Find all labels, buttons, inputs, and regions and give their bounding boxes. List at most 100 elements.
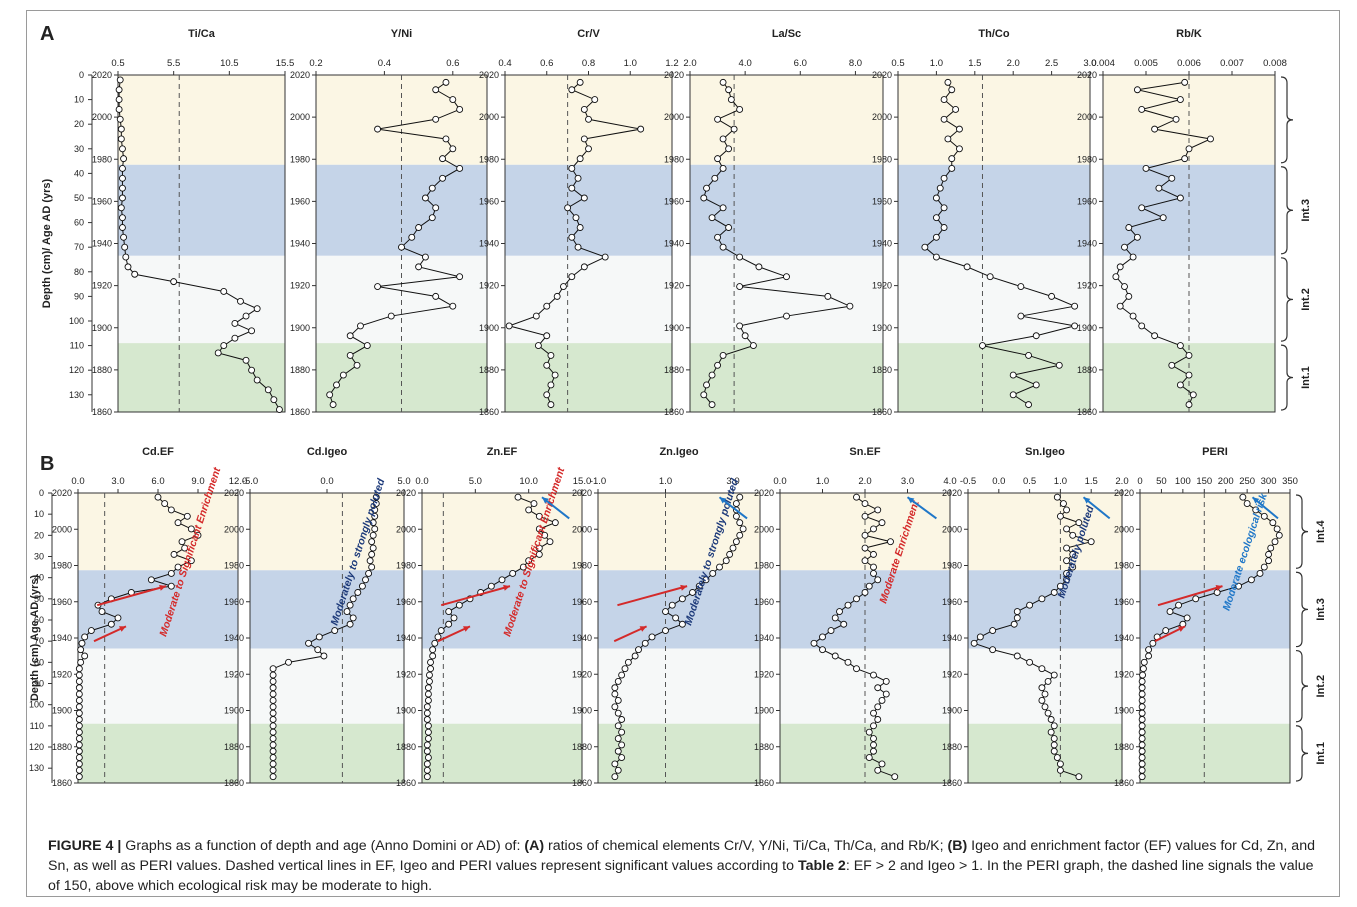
interval-band: [422, 648, 582, 724]
data-point: [560, 283, 567, 290]
data-point: [568, 165, 576, 172]
data-point: [1041, 690, 1049, 698]
data-point: [75, 677, 83, 685]
data-point: [269, 722, 277, 730]
data-point: [1265, 557, 1273, 565]
data-point: [107, 620, 115, 628]
data-point: [631, 652, 639, 660]
interval-label: Int.1: [1300, 366, 1312, 389]
data-point: [1053, 754, 1061, 762]
data-point: [719, 243, 727, 251]
data-point: [1149, 639, 1157, 647]
data-point: [1138, 760, 1146, 768]
interval-band: [780, 570, 950, 649]
data-point: [253, 305, 261, 313]
age-tick-label: 2000: [1114, 524, 1134, 534]
data-point: [1055, 361, 1063, 369]
data-point: [269, 735, 277, 742]
data-point: [546, 538, 554, 546]
data-point: [853, 493, 860, 501]
x-tick-label: 1.2: [665, 58, 678, 69]
data-point: [1125, 292, 1133, 300]
data-point: [147, 576, 155, 584]
age-tick-label: 1960: [664, 196, 684, 206]
data-point: [870, 563, 877, 571]
x-tick-label: 50: [1156, 476, 1167, 487]
depth-tick-label: 100: [69, 316, 84, 326]
age-tick-label: 1920: [1114, 669, 1134, 679]
data-point: [1183, 614, 1191, 622]
data-point: [1275, 531, 1283, 539]
data-point: [700, 391, 708, 399]
data-point: [574, 174, 582, 182]
age-tick-label: 1940: [224, 633, 244, 643]
age-tick-label: 1940: [396, 633, 416, 643]
data-point: [77, 646, 85, 654]
age-tick-label: 1980: [290, 154, 310, 164]
trend-arrow: [617, 585, 688, 607]
data-point: [844, 658, 852, 666]
data-point: [722, 557, 730, 565]
age-tick-label: 1920: [290, 281, 310, 291]
data-point: [331, 627, 339, 635]
age-tick-label: 1980: [396, 561, 416, 571]
data-point: [530, 500, 538, 508]
data-point: [637, 125, 645, 133]
x-tick-label: 0.6: [446, 58, 459, 69]
data-point: [117, 135, 125, 143]
data-point: [1038, 684, 1046, 692]
data-point: [220, 288, 228, 295]
chart-title: Sn.Igeo: [1025, 446, 1065, 458]
data-point: [861, 544, 869, 552]
data-point: [878, 519, 886, 527]
data-point: [1159, 214, 1167, 222]
data-point: [1056, 766, 1064, 774]
trend-arrow: [440, 585, 511, 607]
age-tick-label: 2000: [872, 112, 892, 122]
age-tick-label: 1940: [1077, 239, 1097, 249]
data-point: [1048, 292, 1056, 300]
data-point: [874, 716, 882, 723]
data-point: [75, 773, 83, 781]
data-point: [81, 633, 89, 641]
data-point: [725, 145, 733, 153]
data-point: [343, 608, 351, 615]
data-point: [727, 96, 735, 104]
interval-label: Int.2: [1315, 675, 1327, 698]
data-point: [1017, 283, 1025, 290]
data-point: [1129, 312, 1137, 320]
interval-label: Int.3: [1300, 199, 1312, 222]
chart-title: Y/Ni: [391, 28, 412, 40]
depth-tick-label: 120: [29, 742, 44, 752]
data-point: [611, 690, 619, 698]
age-tick-label: 1860: [290, 407, 310, 417]
data-point: [1129, 253, 1137, 261]
age-tick-label: 1980: [664, 154, 684, 164]
x-tick-label: 0: [1137, 476, 1142, 487]
age-tick-label: 2020: [942, 488, 962, 498]
data-point: [1069, 550, 1077, 558]
data-point: [708, 401, 716, 409]
data-point: [1172, 115, 1180, 123]
data-point: [1260, 512, 1268, 520]
age-tick-label: 1960: [479, 196, 499, 206]
data-point: [1063, 576, 1071, 584]
data-point: [1026, 601, 1034, 609]
data-point: [270, 396, 278, 404]
data-point: [730, 125, 738, 133]
x-tick-label: 9.0: [191, 476, 204, 487]
data-point: [371, 512, 379, 520]
chart-title: Cr/V: [577, 28, 600, 40]
x-tick-label: 1.0: [624, 58, 637, 69]
x-tick-label: 0.6: [540, 58, 553, 69]
interval-band: [1140, 493, 1290, 571]
data-point: [432, 204, 440, 212]
data-point: [1038, 696, 1046, 704]
x-tick-label: 1.0: [816, 476, 829, 487]
interval-band: [898, 255, 1090, 344]
age-tick-label: 2000: [1077, 112, 1097, 122]
interval-band: [1140, 648, 1290, 724]
age-tick-label: 1940: [1114, 633, 1134, 643]
interval-band: [505, 343, 672, 412]
data-point: [1176, 342, 1184, 350]
